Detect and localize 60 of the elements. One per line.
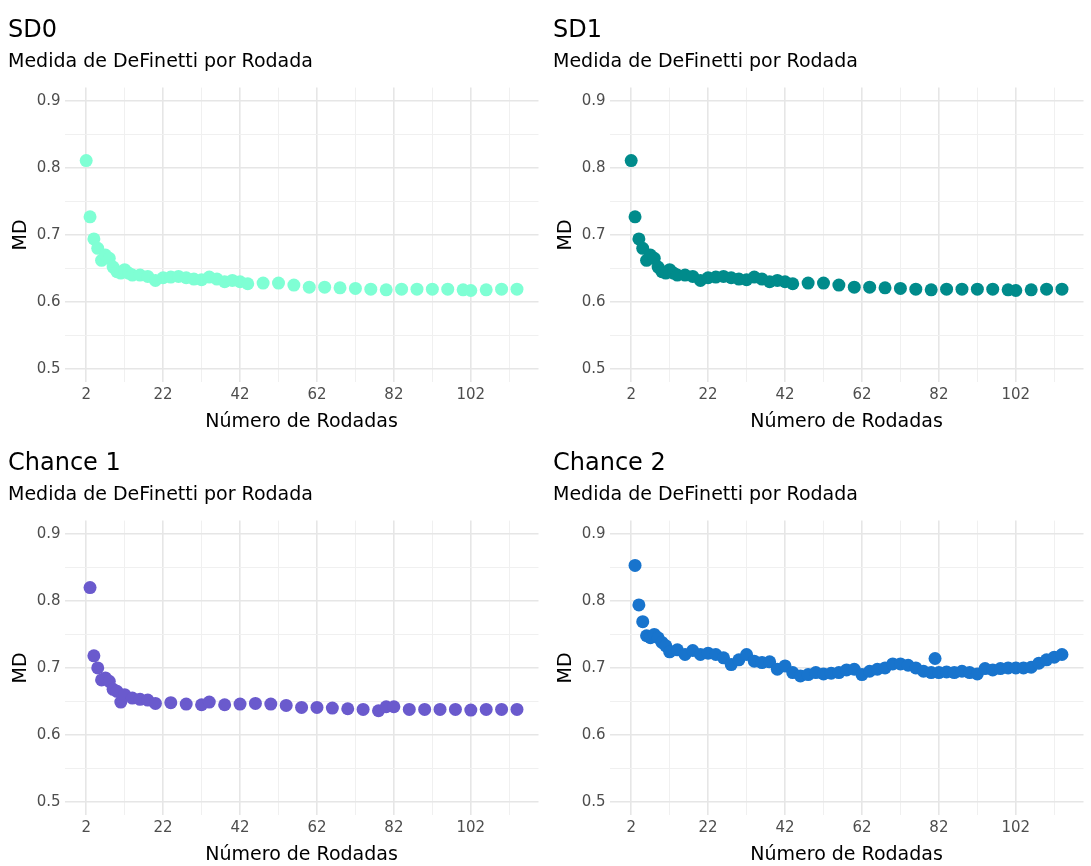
x-axis-title: Número de Rodadas (750, 841, 943, 864)
x-tick-label: 22 (698, 385, 718, 404)
chart-title: Chance 1 (8, 447, 121, 476)
x-tick-label: 102 (1001, 818, 1031, 837)
x-tick-label: 82 (384, 818, 404, 837)
x-axis-title: Número de Rodadas (205, 408, 398, 431)
y-axis-title: MD (8, 652, 31, 684)
chart-subtitle: Medida de DeFinetti por Rodada (553, 482, 858, 505)
y-tick-label: 0.8 (36, 590, 61, 609)
y-tick-label: 0.9 (36, 523, 61, 542)
x-tick-label: 22 (153, 385, 173, 404)
y-axis-title: MD (8, 219, 31, 251)
x-tick-label: 42 (775, 818, 795, 837)
x-tick-label: 42 (775, 385, 795, 404)
x-tick-label: 2 (626, 818, 636, 837)
y-tick-label: 0.7 (36, 657, 61, 676)
x-tick-label: 102 (1001, 385, 1031, 404)
x-tick-label: 62 (307, 385, 327, 404)
chart-subtitle: Medida de DeFinetti por Rodada (553, 49, 858, 72)
chart-subtitle: Medida de DeFinetti por Rodada (8, 482, 313, 505)
y-tick-label: 0.6 (581, 724, 606, 743)
x-tick-label: 42 (230, 385, 250, 404)
y-tick-label: 0.7 (36, 224, 61, 243)
x-tick-label: 2 (81, 385, 91, 404)
chart-subtitle: Medida de DeFinetti por Rodada (8, 49, 313, 72)
x-tick-label: 22 (698, 818, 718, 837)
x-tick-label: 22 (153, 818, 173, 837)
y-tick-label: 0.7 (581, 224, 606, 243)
chart-title: SD1 (553, 14, 602, 43)
y-axis-title: MD (553, 652, 576, 684)
x-tick-label: 62 (852, 385, 872, 404)
y-tick-label: 0.8 (36, 157, 61, 176)
chart-title: Chance 2 (553, 447, 666, 476)
chart-title: SD0 (8, 14, 57, 43)
y-tick-label: 0.8 (581, 157, 606, 176)
x-tick-label: 62 (852, 818, 872, 837)
x-tick-label: 62 (307, 818, 327, 837)
x-axis-title: Número de Rodadas (750, 408, 943, 431)
y-tick-label: 0.5 (36, 358, 61, 377)
x-tick-label: 102 (456, 385, 486, 404)
y-tick-label: 0.6 (36, 291, 61, 310)
y-axis-title: MD (553, 219, 576, 251)
y-tick-label: 0.5 (36, 791, 61, 810)
x-tick-label: 82 (384, 385, 404, 404)
y-tick-label: 0.5 (581, 358, 606, 377)
y-tick-label: 0.6 (581, 291, 606, 310)
x-tick-label: 2 (626, 385, 636, 404)
y-tick-label: 0.9 (581, 90, 606, 109)
y-tick-label: 0.7 (581, 657, 606, 676)
x-tick-label: 82 (929, 385, 949, 404)
x-tick-label: 2 (81, 818, 91, 837)
y-tick-label: 0.5 (581, 791, 606, 810)
x-tick-label: 42 (230, 818, 250, 837)
x-tick-label: 82 (929, 818, 949, 837)
x-axis-title: Número de Rodadas (205, 841, 398, 864)
y-tick-label: 0.9 (36, 90, 61, 109)
y-tick-label: 0.6 (36, 724, 61, 743)
y-tick-label: 0.8 (581, 590, 606, 609)
x-tick-label: 102 (456, 818, 486, 837)
y-tick-label: 0.9 (581, 523, 606, 542)
